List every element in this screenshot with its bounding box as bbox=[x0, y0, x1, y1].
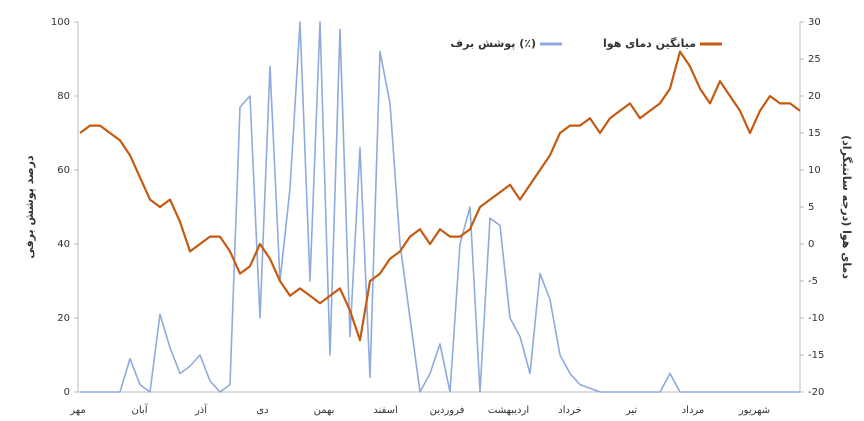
y-tick-label: 100 bbox=[51, 17, 70, 28]
x-tick-label: خرداد bbox=[558, 405, 581, 416]
y-tick-label: 60 bbox=[57, 165, 70, 176]
y2-axis-title: دمای هوا (درجه سانتیگراد) bbox=[840, 135, 853, 279]
y2-tick-label: 5 bbox=[808, 202, 814, 213]
y-tick-label: 20 bbox=[57, 313, 70, 324]
x-tick-label: دی bbox=[256, 405, 268, 416]
y2-tick-label: 10 bbox=[808, 165, 821, 176]
y2-tick-label: 25 bbox=[808, 54, 821, 65]
y2-tick-label: -20 bbox=[808, 387, 824, 398]
x-tick-label: مهر bbox=[69, 405, 85, 416]
y-axis-title: درصد پوشش برفی bbox=[23, 155, 36, 259]
y2-tick-label: -15 bbox=[808, 350, 824, 361]
y-tick-label: 40 bbox=[57, 239, 70, 250]
x-tick-label: شهریور bbox=[738, 405, 770, 416]
legend-label: میانگین دمای هوا bbox=[603, 37, 696, 50]
series-line bbox=[80, 21, 800, 393]
y2-tick-label: -5 bbox=[808, 276, 818, 287]
series-line bbox=[79, 50, 801, 342]
x-tick-label: اردیبهشت bbox=[488, 405, 529, 416]
y2-tick-label: 15 bbox=[808, 128, 821, 139]
x-tick-label: آبان bbox=[132, 403, 149, 416]
y2-tick-label: 20 bbox=[808, 91, 821, 102]
y-tick-label: 0 bbox=[64, 387, 70, 398]
x-tick-label: اسفند bbox=[373, 405, 397, 416]
y2-tick-label: 0 bbox=[808, 239, 814, 250]
y2-tick-label: -10 bbox=[808, 313, 824, 324]
x-tick-label: آذر bbox=[194, 403, 208, 416]
x-tick-label: مرداد bbox=[682, 405, 705, 416]
y-tick-label: 80 bbox=[57, 91, 70, 102]
y2-tick-label: 30 bbox=[808, 17, 821, 28]
legend-label: پوشش برف (٪) bbox=[450, 37, 536, 50]
x-tick-label: بهمن bbox=[314, 405, 335, 416]
x-tick-label: فروردین bbox=[430, 405, 465, 416]
x-tick-label: تیر bbox=[625, 405, 638, 416]
